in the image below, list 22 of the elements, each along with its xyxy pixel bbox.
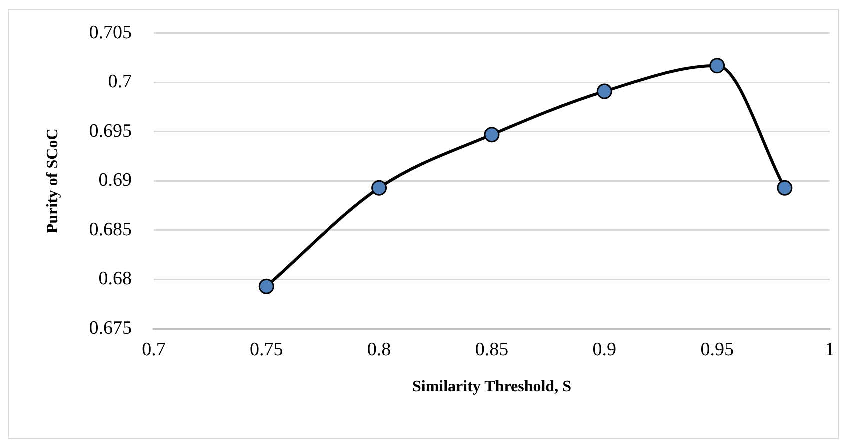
x-tick-label: 0.95 bbox=[700, 339, 734, 360]
x-tick-label: 0.7 bbox=[142, 339, 166, 360]
x-axis-title: Similarity Threshold, S bbox=[412, 378, 572, 396]
point bbox=[484, 127, 500, 143]
x-tick-label: 1 bbox=[825, 339, 835, 360]
point bbox=[710, 58, 726, 74]
y-tick-label: 0.7 bbox=[108, 72, 132, 93]
y-tick-label: 0.675 bbox=[89, 318, 132, 339]
y-tick-label: 0.695 bbox=[89, 120, 132, 142]
point bbox=[777, 180, 793, 196]
y-tick-label: 0.69 bbox=[98, 170, 132, 192]
y-tick-label: 0.685 bbox=[89, 219, 132, 240]
point bbox=[372, 180, 388, 196]
point bbox=[596, 84, 612, 100]
y-tick-label: 0.68 bbox=[98, 268, 132, 290]
point bbox=[258, 278, 274, 294]
x-tick-label: 0.75 bbox=[250, 339, 284, 360]
x-tick-label: 0.85 bbox=[475, 339, 509, 360]
y-axis-title: Purity of SCoC bbox=[44, 128, 62, 234]
x-tick-label: 0.8 bbox=[367, 339, 392, 360]
x-tick-label: 0.9 bbox=[592, 339, 617, 360]
y-tick-label: 0.705 bbox=[89, 22, 132, 44]
